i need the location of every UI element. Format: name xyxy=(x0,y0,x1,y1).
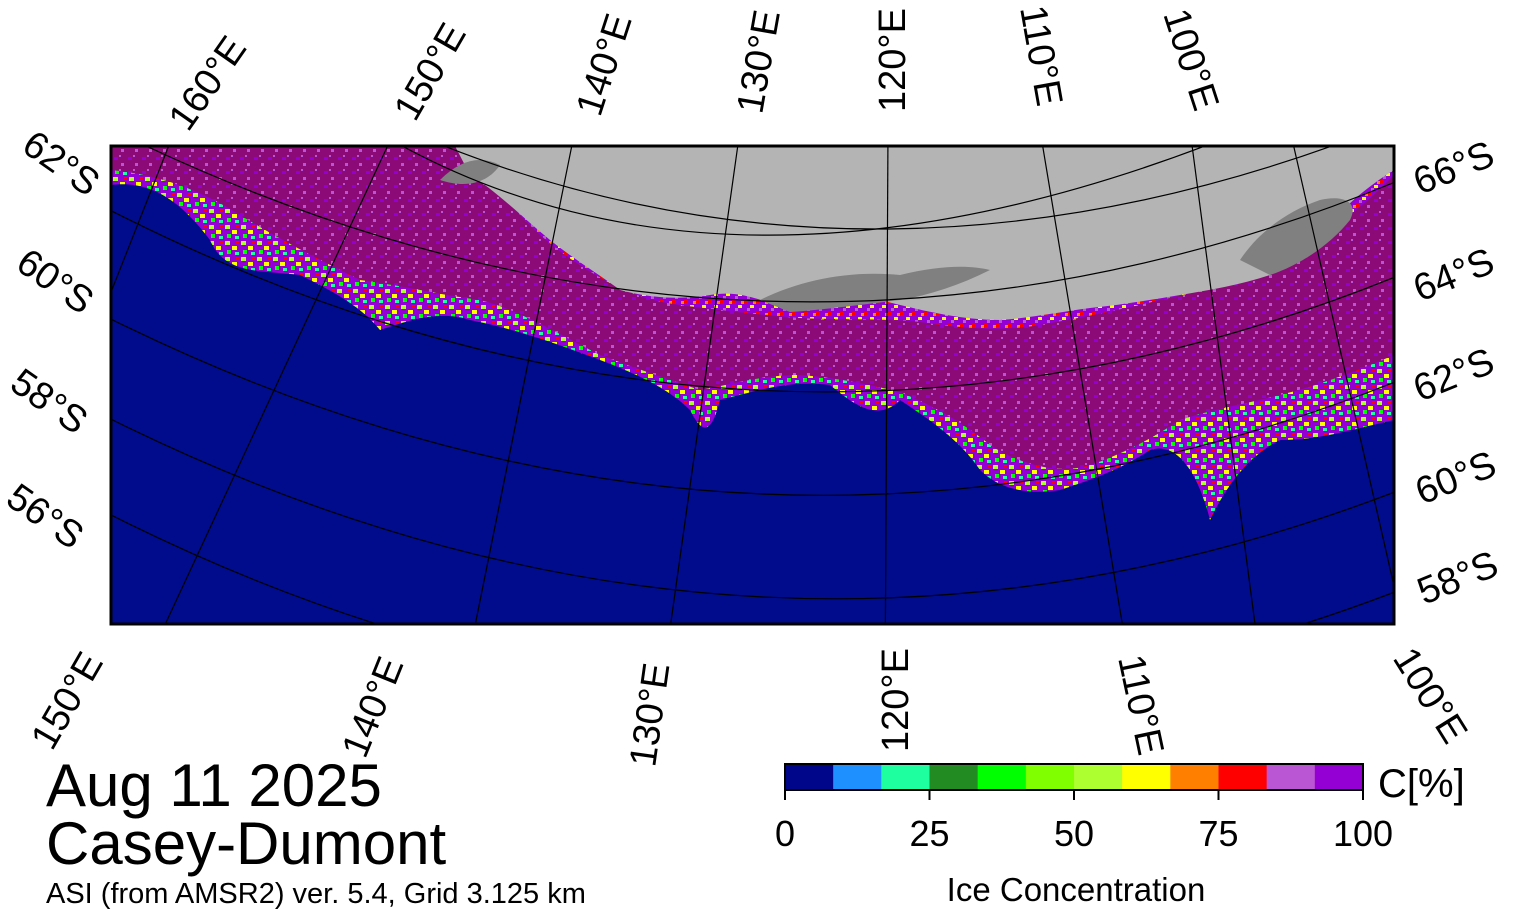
colorbar: 0 25 50 75 100 C[%] Ice Concentration xyxy=(775,762,1465,908)
bottom-lon-label: 120°E xyxy=(875,648,917,752)
bottom-longitude-labels: 150°E 140°E 130°E 120°E 110°E 100°E xyxy=(23,641,1475,770)
colorbar-tick-label: 0 xyxy=(775,813,795,854)
left-lat-label: 62°S xyxy=(15,123,107,205)
colorbar-swatch xyxy=(1170,764,1219,790)
left-lat-label: 60°S xyxy=(9,241,101,323)
map-panel xyxy=(111,146,1394,624)
colorbar-title: Ice Concentration xyxy=(947,871,1206,908)
date-label: Aug 11 2025 xyxy=(46,752,382,819)
colorbar-tick-label: 75 xyxy=(1198,813,1238,854)
colorbar-swatch xyxy=(1266,764,1316,790)
product-label: ASI (from AMSR2) ver. 5.4, Grid 3.125 km xyxy=(46,878,586,910)
colorbar-swatch xyxy=(1025,764,1075,790)
colorbar-swatch xyxy=(785,764,834,790)
left-latitude-labels: 62°S 60°S 58°S 56°S xyxy=(0,123,107,558)
graticule xyxy=(111,146,1394,624)
right-lat-label: 64°S xyxy=(1408,240,1501,310)
colorbar-tick-label: 100 xyxy=(1333,813,1393,854)
right-lat-label: 66°S xyxy=(1408,133,1501,203)
colorbar-swatch xyxy=(1074,764,1123,790)
bottom-lon-label: 150°E xyxy=(23,645,111,756)
top-lon-label: 130°E xyxy=(730,7,789,117)
colorbar-unit: C[%] xyxy=(1378,762,1465,806)
bottom-lon-label: 130°E xyxy=(622,660,678,769)
antarctic-land xyxy=(455,146,1394,320)
top-lon-label: 140°E xyxy=(569,9,641,121)
colorbar-swatch xyxy=(977,764,1027,790)
top-lon-label: 110°E xyxy=(1011,2,1070,109)
colorbar-swatch xyxy=(1314,764,1364,790)
colorbar-swatch xyxy=(833,764,882,790)
map-frame xyxy=(109,144,1396,626)
colorbar-swatch xyxy=(929,764,979,790)
top-lon-label: 150°E xyxy=(386,16,474,127)
colorbar-tick-label: 25 xyxy=(909,813,949,854)
colorbar-swatch xyxy=(881,764,930,790)
bottom-lon-label: 140°E xyxy=(334,651,412,763)
top-lon-label: 120°E xyxy=(872,8,914,112)
right-lat-label: 60°S xyxy=(1410,443,1503,513)
right-latitude-labels: 66°S 64°S 62°S 60°S 58°S xyxy=(1408,133,1505,613)
colorbar-ticks: 0 25 50 75 100 xyxy=(775,790,1393,854)
ice-shelf xyxy=(1240,198,1353,275)
left-lat-label: 58°S xyxy=(3,361,95,443)
top-lon-label: 160°E xyxy=(161,29,255,138)
colorbar-swatch xyxy=(1122,764,1171,790)
top-longitude-labels: 160°E 150°E 140°E 130°E 120°E 110°E 100°… xyxy=(161,2,1227,138)
bottom-lon-label: 100°E xyxy=(1384,641,1475,751)
ice-shelf xyxy=(440,160,500,185)
colorbar-swatch xyxy=(1218,764,1268,790)
bottom-lon-label: 110°E xyxy=(1109,651,1171,759)
colorbar-tick-label: 50 xyxy=(1054,813,1094,854)
left-lat-label: 56°S xyxy=(0,476,91,558)
right-lat-label: 62°S xyxy=(1408,340,1501,410)
right-lat-label: 58°S xyxy=(1412,543,1505,613)
colorbar-swatches xyxy=(785,764,1364,790)
region-label: Casey-Dumont xyxy=(46,810,447,877)
ice-shelf xyxy=(760,266,990,312)
top-lon-label: 100°E xyxy=(1154,4,1226,116)
